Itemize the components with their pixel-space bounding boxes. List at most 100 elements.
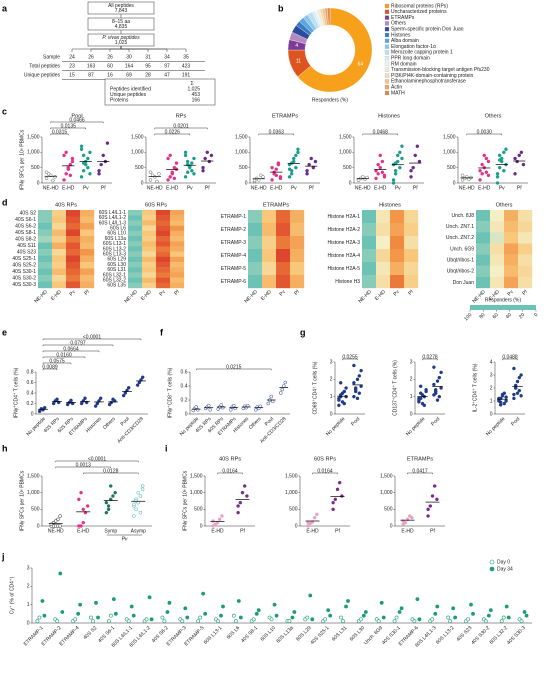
x-tick-label: NE-HD: [43, 185, 59, 191]
row-label: 40S S6-1: [15, 217, 36, 223]
table-cell: 163: [87, 63, 96, 69]
data-point: [435, 604, 440, 609]
legend-marker: [489, 566, 495, 572]
data-point: [294, 165, 298, 170]
p-value: <0.0001: [88, 456, 106, 462]
row-label: 40S S6-2: [15, 224, 36, 230]
row-label: 60S L31: [107, 267, 126, 273]
data-point: [486, 159, 491, 164]
row-label: Unch. 6G9: [450, 246, 474, 252]
heatmap-cell: [362, 223, 377, 237]
data-point: [480, 172, 484, 176]
data-point: [358, 617, 363, 622]
significance-bracket: [83, 472, 139, 475]
data-point: [478, 178, 482, 182]
x-tick-label: NE-HD: [459, 185, 475, 191]
heatmap-cell: [504, 276, 519, 289]
legend-label: Elongation factor-1α: [391, 44, 436, 50]
data-point: [91, 619, 95, 624]
y-axis-label: IFNγ⁺CD4⁺ T cells (%): [13, 367, 19, 418]
heatmap-cell: [390, 249, 405, 263]
data-point: [517, 153, 521, 158]
scale-tick-label: 80: [478, 312, 486, 320]
heatmap-cell: [262, 275, 277, 289]
data-point: [140, 375, 145, 379]
heatmap-cell: [66, 242, 81, 250]
x-tick-label: No peptide: [485, 416, 506, 437]
table-cell: 30: [126, 54, 132, 60]
data-point: [338, 381, 343, 385]
p-value: 0.0417: [412, 468, 428, 474]
heatmap-cell: [504, 265, 519, 278]
data-point: [398, 150, 402, 155]
data-point: [113, 490, 117, 495]
significance-bracket: [342, 358, 358, 361]
data-point: [183, 153, 188, 158]
heatmap-cell: [66, 268, 81, 276]
significance-bracket: [407, 472, 433, 475]
p-value: 0.0575: [49, 358, 65, 364]
heatmap-cell: [276, 249, 291, 263]
legend-swatch: [384, 9, 390, 14]
data-point: [167, 600, 172, 605]
x-tick-label: ETRAMP-5: [183, 625, 205, 647]
heatmap-cell: [80, 210, 95, 217]
heatmap-cell: [142, 215, 157, 221]
y-tick-label: 0: [453, 180, 456, 186]
heatmap-cell: [376, 236, 391, 250]
row-label: 60S L10: [107, 231, 126, 237]
chart-title: ETRAMPs: [272, 113, 298, 119]
p-value: 0.0135: [61, 123, 77, 129]
table-cell: 69: [126, 72, 132, 78]
data-point: [415, 144, 420, 148]
data-point: [363, 610, 368, 614]
data-point: [355, 377, 360, 382]
data-point: [198, 615, 203, 620]
data-point: [376, 172, 380, 176]
data-point: [398, 165, 402, 170]
row-label: 60S L6: [110, 226, 126, 232]
heatmap-cell: [52, 210, 67, 217]
x-tick-label: NE-HD: [147, 185, 163, 191]
data-point: [251, 617, 256, 622]
x-tick-label: Pf: [430, 528, 435, 534]
data-point: [396, 153, 400, 158]
heatmap-cell: [490, 210, 505, 222]
legend-label: RM domain: [391, 61, 417, 67]
data-point: [190, 168, 194, 173]
y-tick-label: 0.8: [27, 369, 34, 375]
legend-swatch: [384, 79, 390, 84]
data-point: [280, 387, 284, 392]
data-point: [149, 617, 154, 622]
heatmap-cell: [376, 275, 391, 289]
heatmap-cell: [52, 242, 67, 250]
scale-tick-label: 40: [505, 312, 513, 320]
p-value: 0.0128: [103, 468, 119, 474]
heatmap-cell: [142, 210, 157, 216]
data-point: [242, 484, 247, 488]
data-point: [261, 175, 265, 179]
y-axis-label: IFNγ SFCs per 10⁶ PBMCs: [19, 129, 25, 190]
data-point: [341, 619, 345, 624]
column-label: Pv: [392, 289, 401, 298]
flow-value: 4,835: [115, 24, 128, 30]
heatmap-cell: [80, 223, 95, 230]
row-label: 60S L13a: [105, 236, 127, 242]
heatmap-cell: [38, 275, 53, 282]
data-point: [482, 153, 486, 158]
data-point: [420, 401, 425, 406]
data-point: [376, 162, 380, 167]
y-tick-label: 0.2: [27, 401, 34, 407]
data-point: [254, 611, 259, 616]
heatmap-cell: [490, 265, 505, 278]
data-point: [147, 595, 152, 600]
data-point: [306, 520, 310, 525]
data-point: [498, 403, 503, 407]
heatmap-cell: [66, 275, 81, 282]
data-point: [40, 599, 45, 603]
heatmap-cell: [38, 229, 53, 237]
heatmap-cell: [142, 246, 157, 252]
p-value: 0.0797: [70, 340, 86, 346]
heatmap-cell: [66, 229, 81, 237]
data-point: [310, 617, 315, 622]
